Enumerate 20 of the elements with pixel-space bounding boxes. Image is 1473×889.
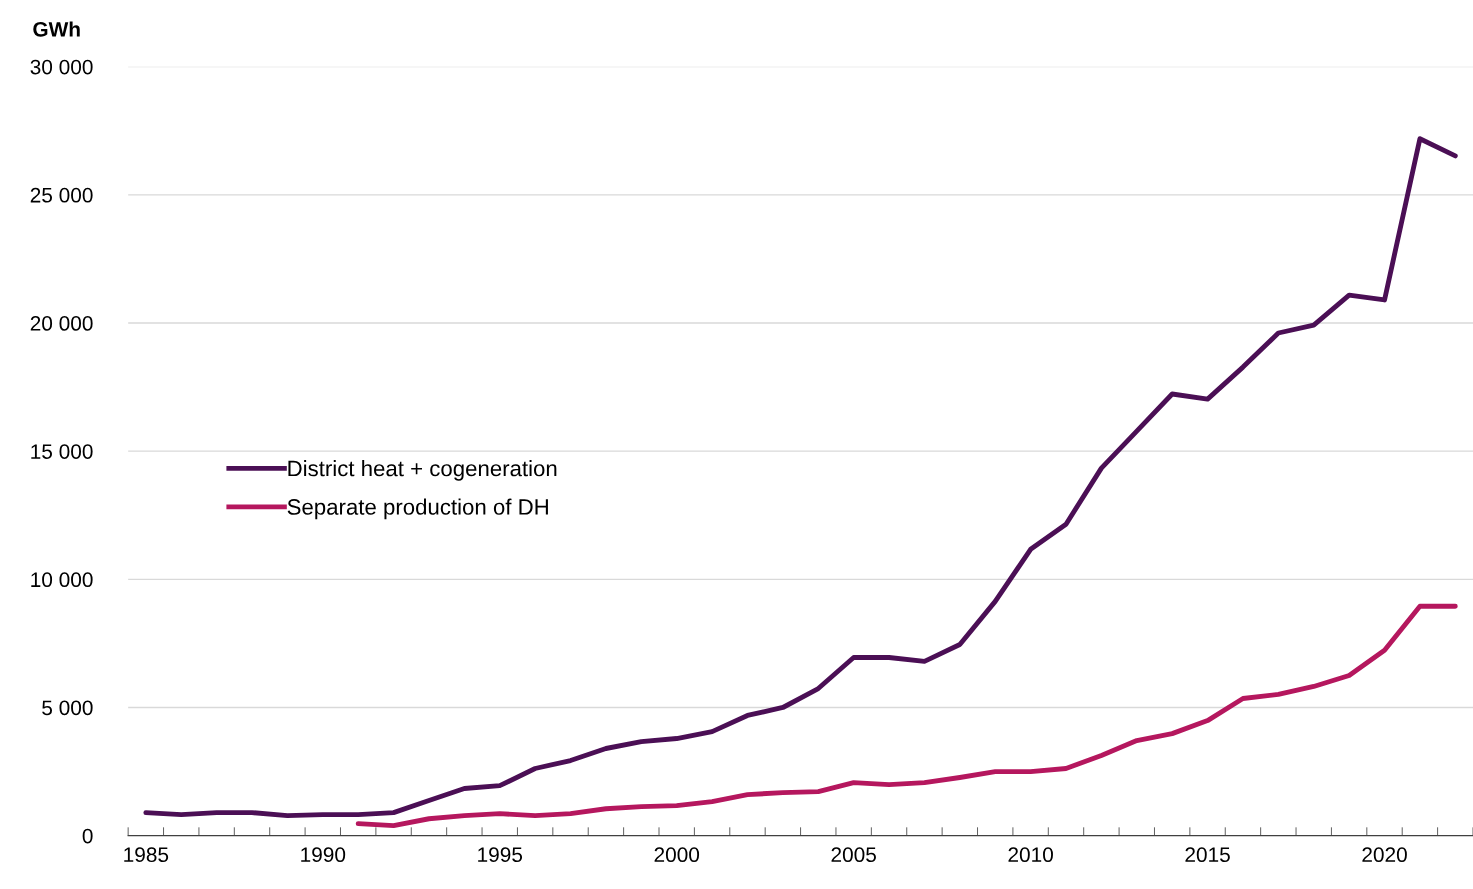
- x-tick-label: 2000: [654, 847, 700, 863]
- y-tick-label: 25 000: [30, 187, 93, 203]
- line-series: [143, 136, 1458, 819]
- y-tick-label: 0: [82, 828, 93, 844]
- y-axis-title: GWh: [33, 21, 80, 37]
- x-tick-label: 1995: [478, 847, 523, 863]
- y-tick-label: 20 000: [30, 316, 93, 331]
- x-tick-label: 2020: [1362, 847, 1407, 863]
- legend-label: Separate production of DH: [287, 498, 548, 520]
- y-tick-label: 5 000: [42, 700, 93, 716]
- y-tick-label: 10 000: [31, 572, 93, 588]
- x-tick-label: 2010: [1008, 847, 1053, 863]
- y-tick-label: 30 000: [30, 59, 93, 75]
- x-tick-label: 1985: [124, 847, 169, 863]
- x-tick-label: 2005: [831, 847, 876, 863]
- legend-label: District heat + cogeneration: [288, 460, 557, 481]
- y-tick-label: 15 000: [31, 444, 93, 459]
- x-tick-label: 2015: [1185, 847, 1230, 863]
- x-tick-label: 1990: [301, 847, 346, 863]
- line-series: [355, 603, 1458, 829]
